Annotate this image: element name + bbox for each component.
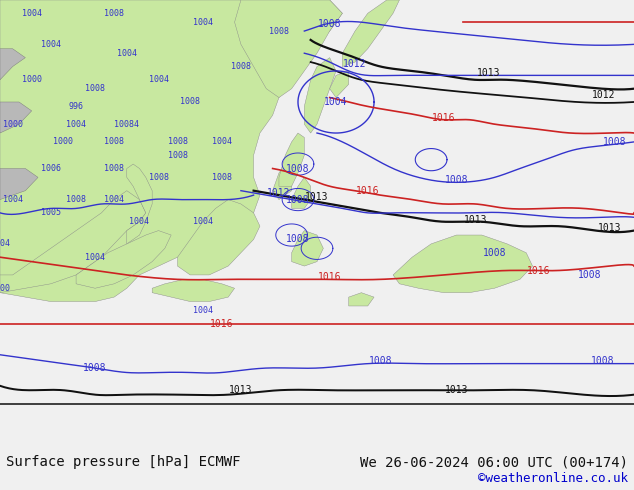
Text: 1004: 1004 xyxy=(324,97,348,107)
Text: 996: 996 xyxy=(68,102,84,111)
Text: 1008: 1008 xyxy=(148,173,169,182)
Polygon shape xyxy=(127,164,152,244)
Text: 1013: 1013 xyxy=(598,223,621,233)
Text: We 26-06-2024 06:00 UTC (00+174): We 26-06-2024 06:00 UTC (00+174) xyxy=(359,455,628,469)
Text: 1004: 1004 xyxy=(66,120,86,129)
Text: 1004: 1004 xyxy=(129,217,150,226)
Polygon shape xyxy=(292,231,323,266)
Text: 10084: 10084 xyxy=(114,120,139,129)
Polygon shape xyxy=(393,235,533,293)
Text: 1004: 1004 xyxy=(193,18,213,26)
Text: 1013: 1013 xyxy=(463,215,488,224)
Text: 1008: 1008 xyxy=(590,356,614,367)
Text: 1008: 1008 xyxy=(212,173,232,182)
Text: 1008: 1008 xyxy=(180,98,200,106)
Polygon shape xyxy=(0,0,342,301)
Text: 1004: 1004 xyxy=(3,195,23,204)
Polygon shape xyxy=(76,231,171,288)
Text: 1008: 1008 xyxy=(104,164,124,173)
Polygon shape xyxy=(0,49,25,80)
Text: 1004: 1004 xyxy=(193,217,213,226)
Text: 1013: 1013 xyxy=(476,68,500,78)
Text: 1004: 1004 xyxy=(104,195,124,204)
Text: 1000: 1000 xyxy=(53,137,74,147)
Polygon shape xyxy=(292,177,311,208)
Text: 1013: 1013 xyxy=(305,193,329,202)
Text: 1005: 1005 xyxy=(41,208,61,218)
Text: 1008: 1008 xyxy=(104,9,124,18)
Polygon shape xyxy=(342,0,399,67)
Text: 1008: 1008 xyxy=(231,62,251,71)
Text: 1016: 1016 xyxy=(432,113,456,122)
Text: 1008: 1008 xyxy=(368,356,392,367)
Polygon shape xyxy=(330,71,349,98)
Polygon shape xyxy=(152,279,235,301)
Text: 1012: 1012 xyxy=(267,188,291,198)
Text: 1004: 1004 xyxy=(212,137,232,147)
Text: 1008: 1008 xyxy=(286,164,310,173)
Text: 1000: 1000 xyxy=(3,120,23,129)
Text: 1008: 1008 xyxy=(318,20,342,29)
Text: 1016: 1016 xyxy=(210,318,234,329)
Text: Surface pressure [hPa] ECMWF: Surface pressure [hPa] ECMWF xyxy=(6,455,241,469)
Text: 1008: 1008 xyxy=(286,234,310,245)
Polygon shape xyxy=(0,191,146,293)
Polygon shape xyxy=(0,169,38,199)
Text: 1004: 1004 xyxy=(22,9,42,18)
Polygon shape xyxy=(304,58,336,133)
Text: 1004: 1004 xyxy=(41,40,61,49)
Text: 1008: 1008 xyxy=(444,174,469,185)
Text: 1000: 1000 xyxy=(0,284,10,293)
Text: 1013: 1013 xyxy=(229,385,253,395)
Text: 1008: 1008 xyxy=(167,137,188,147)
Text: 1016: 1016 xyxy=(318,272,342,282)
Text: 1008: 1008 xyxy=(603,137,627,147)
Text: 1012: 1012 xyxy=(343,59,367,69)
Polygon shape xyxy=(178,199,260,275)
Text: 1013: 1013 xyxy=(444,385,469,395)
Text: 1000: 1000 xyxy=(22,75,42,84)
Text: 1012: 1012 xyxy=(592,90,615,100)
Text: 1008: 1008 xyxy=(66,195,86,204)
Text: 1004: 1004 xyxy=(117,49,137,58)
Text: 1008: 1008 xyxy=(83,363,107,373)
Text: 1004: 1004 xyxy=(0,240,10,248)
Text: 1004: 1004 xyxy=(193,306,213,315)
Polygon shape xyxy=(349,293,374,306)
Polygon shape xyxy=(235,0,342,98)
Text: 1004: 1004 xyxy=(148,75,169,84)
Polygon shape xyxy=(273,164,292,199)
Text: 1016: 1016 xyxy=(527,266,551,275)
Text: 1008: 1008 xyxy=(269,26,289,36)
Text: 1008: 1008 xyxy=(85,84,105,93)
Polygon shape xyxy=(279,133,304,186)
Text: 1008: 1008 xyxy=(578,270,602,280)
Text: 1016: 1016 xyxy=(356,186,380,196)
Polygon shape xyxy=(0,102,32,133)
Text: 1006: 1006 xyxy=(41,164,61,173)
Text: 1008: 1008 xyxy=(286,195,310,204)
Text: ©weatheronline.co.uk: ©weatheronline.co.uk xyxy=(477,472,628,485)
Text: 1008: 1008 xyxy=(104,137,124,147)
Text: 1008: 1008 xyxy=(167,151,188,160)
Text: 1008: 1008 xyxy=(482,248,507,258)
Text: 1004: 1004 xyxy=(85,253,105,262)
